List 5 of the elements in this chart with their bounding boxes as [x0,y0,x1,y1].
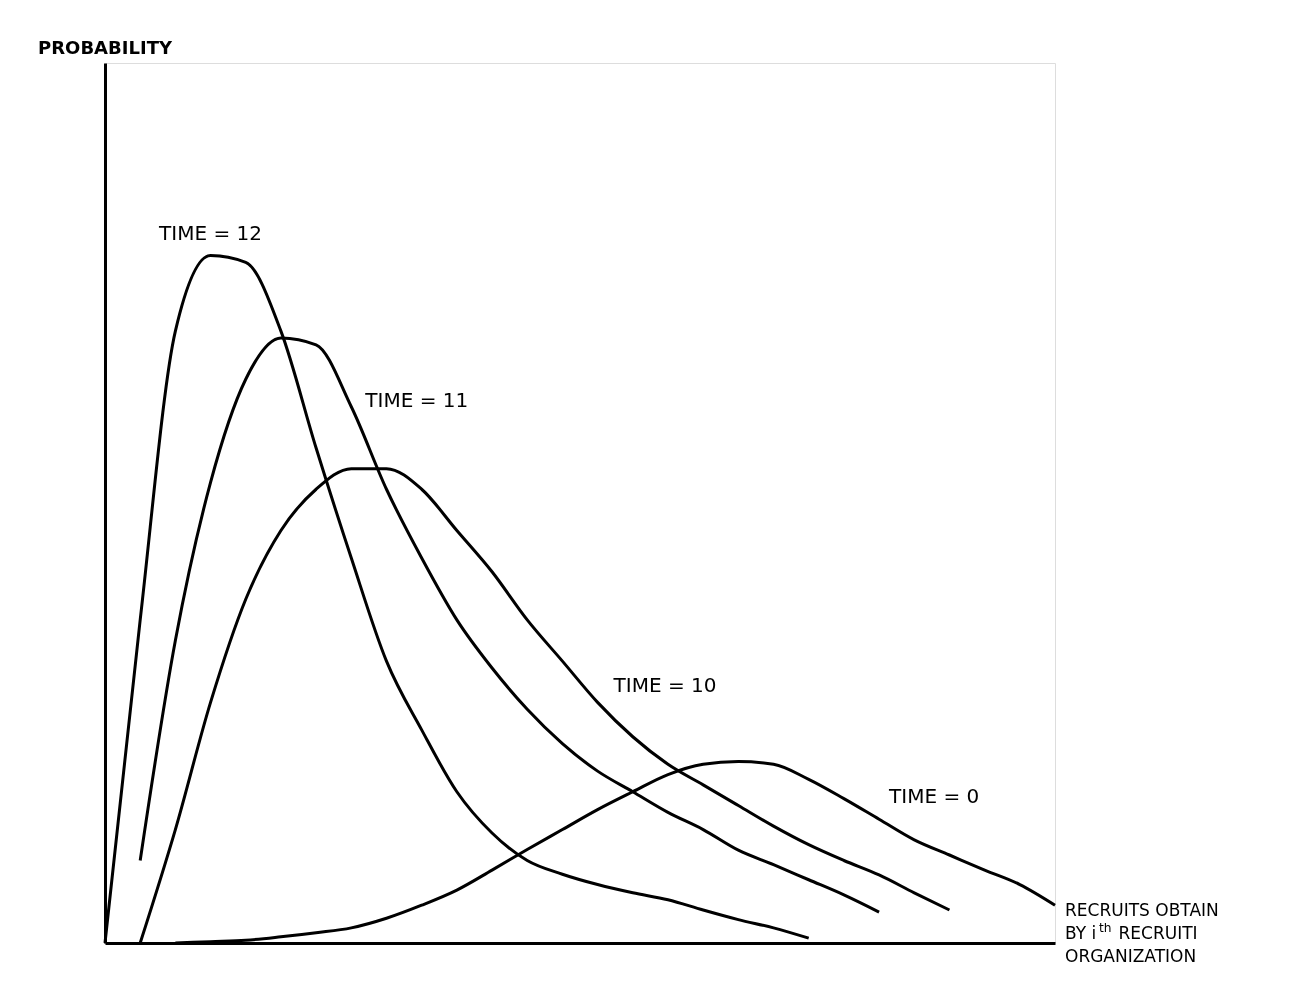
series-label: TIME = 12 [158,220,263,245]
series-label: TIME = 10 [612,673,717,698]
text: PROBABILITY [38,37,173,58]
series-label: TIME = 0 [888,784,980,809]
series-label: TIME = 11 [364,387,469,412]
